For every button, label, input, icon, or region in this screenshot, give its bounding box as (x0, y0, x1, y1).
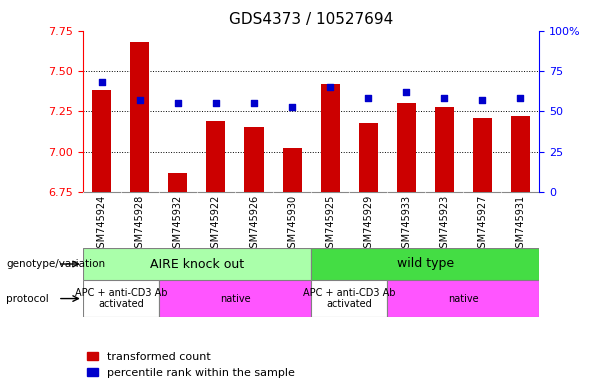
Text: genotype/variation: genotype/variation (6, 259, 105, 269)
Text: APC + anti-CD3 Ab
activated: APC + anti-CD3 Ab activated (75, 288, 167, 310)
Bar (207, 121, 226, 192)
Text: AIRE knock out: AIRE knock out (150, 258, 244, 270)
Bar (473, 118, 492, 192)
Bar (93, 90, 112, 192)
Bar (311, 248, 539, 280)
Text: wild type: wild type (397, 258, 454, 270)
Bar (283, 149, 302, 192)
Legend: transformed count, percentile rank within the sample: transformed count, percentile rank withi… (83, 348, 300, 382)
Title: GDS4373 / 10527694: GDS4373 / 10527694 (229, 12, 393, 27)
Point (326, 84, 335, 90)
Bar (387, 280, 539, 317)
Point (97, 79, 107, 85)
Bar (245, 127, 264, 192)
Point (287, 103, 297, 109)
Bar (321, 84, 340, 192)
Bar (435, 106, 454, 192)
Point (364, 95, 373, 101)
Point (173, 100, 183, 106)
Bar (397, 103, 416, 192)
Point (135, 97, 145, 103)
Bar (83, 280, 159, 317)
Text: native: native (448, 293, 479, 304)
Point (478, 97, 487, 103)
Bar (83, 248, 311, 280)
Bar (511, 116, 530, 192)
Bar (131, 42, 150, 192)
Point (516, 95, 525, 101)
Text: native: native (219, 293, 250, 304)
Bar (311, 280, 387, 317)
Point (249, 100, 259, 106)
Bar (169, 173, 188, 192)
Text: protocol: protocol (6, 293, 49, 304)
Point (440, 95, 449, 101)
Point (211, 100, 221, 106)
Point (402, 89, 411, 95)
Text: APC + anti-CD3 Ab
activated: APC + anti-CD3 Ab activated (303, 288, 395, 310)
Bar (159, 280, 311, 317)
Bar (359, 122, 378, 192)
